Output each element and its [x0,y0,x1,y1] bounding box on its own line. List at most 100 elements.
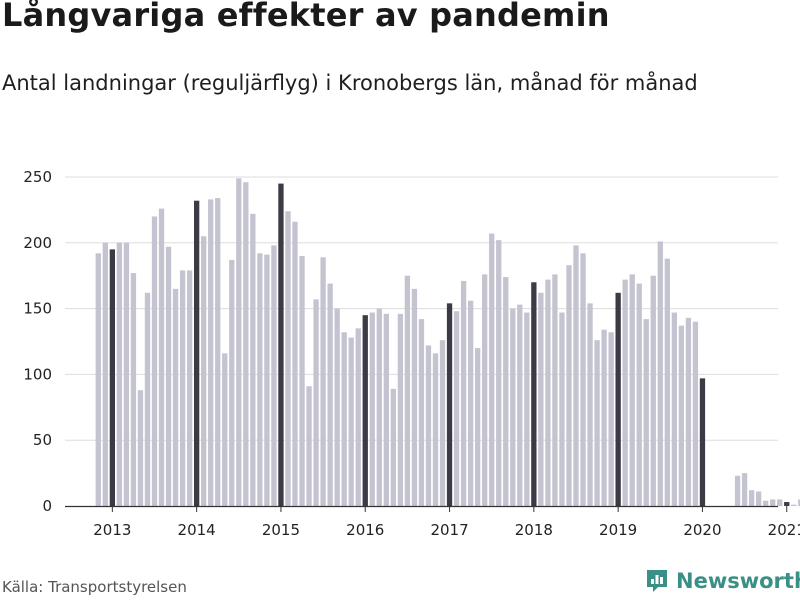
bar [601,329,607,506]
axes: 0 50 100 150 200 250 2013 2014 2015 2016 2017 2018 2… [23,168,800,539]
bar [165,246,172,506]
bar [334,308,340,506]
bar [369,312,375,506]
source-note: Källa: Transportstyrelsen [2,578,187,596]
bar [475,348,481,506]
bar [784,502,790,506]
bar [594,340,600,506]
bar [95,253,101,506]
bar [657,241,663,507]
bar [144,292,151,506]
bar [650,275,656,506]
bar [341,332,347,506]
bar [179,270,186,506]
bar [531,282,537,506]
bar [243,182,249,506]
bar [320,257,326,506]
bar [664,258,670,506]
bar [453,311,460,506]
bar [439,340,446,506]
chart-title: Långvariga effekter av pandemin [2,0,610,34]
bar [383,313,389,506]
x-tick-label: 2017 [430,521,468,539]
bar [692,321,699,506]
bar [348,337,354,506]
bar [510,308,516,506]
x-tick-label: 2014 [178,521,216,539]
bar [798,499,800,506]
y-tick-label: 150 [23,300,52,318]
chart-subtitle: Antal landningar (reguljärflyg) i Kronob… [2,71,698,95]
x-tick-label: 2015 [262,521,300,539]
bar [411,288,418,506]
bar [355,328,361,506]
bar [109,249,115,506]
bar [236,178,242,506]
brand-name: Newsworthy [676,569,800,593]
y-tick-label: 0 [42,497,52,515]
bar [390,388,396,506]
bar [201,236,207,506]
bar [292,221,298,507]
bar [222,353,228,506]
bar [770,499,776,506]
bar [734,475,741,506]
bar [777,499,783,506]
x-tick-label: 2020 [683,521,721,539]
bar [257,253,263,506]
y-tick-label: 50 [33,431,52,449]
y-tick-label: 200 [23,234,52,252]
bar [629,274,635,506]
bar [250,213,256,506]
bar [763,500,769,506]
bar [327,283,333,506]
bar [552,274,558,506]
bar [559,312,565,506]
bar [482,274,488,506]
bar [116,242,123,507]
bar [278,183,284,506]
bar [425,345,432,506]
bar [517,304,523,506]
bar [194,200,200,506]
y-tick-label: 100 [23,365,52,383]
bar [158,208,165,506]
bar [151,216,158,507]
bar [123,242,130,507]
bar [432,353,439,506]
bar [397,313,404,506]
bar [496,240,502,507]
brand-logo[interactable]: Newsworthy [644,568,800,594]
bar [418,319,425,506]
y-tick-label: 250 [23,168,52,186]
x-tick-label: 2019 [599,521,637,539]
bar [545,279,551,506]
bar [229,259,235,506]
bar [756,491,762,506]
bar [643,319,649,506]
x-tick-label: 2021 [768,521,800,539]
bar [460,280,467,506]
bar [791,504,797,506]
bar [404,275,411,506]
bar [208,199,214,506]
bar [362,315,368,506]
bar [503,277,509,506]
bar [622,279,628,506]
bar [186,270,193,506]
bars [95,178,800,507]
bar [271,245,277,506]
bar [467,300,474,506]
newsworthy-logo-icon [647,570,667,592]
bar [524,312,530,506]
bar [580,253,586,506]
bar [636,283,642,506]
bar [313,299,319,506]
bar [489,233,495,506]
bar [215,198,221,506]
x-tick-label: 2016 [346,521,384,539]
bar [741,473,748,506]
bar [285,211,291,506]
bar [573,245,579,506]
bar [685,317,692,506]
